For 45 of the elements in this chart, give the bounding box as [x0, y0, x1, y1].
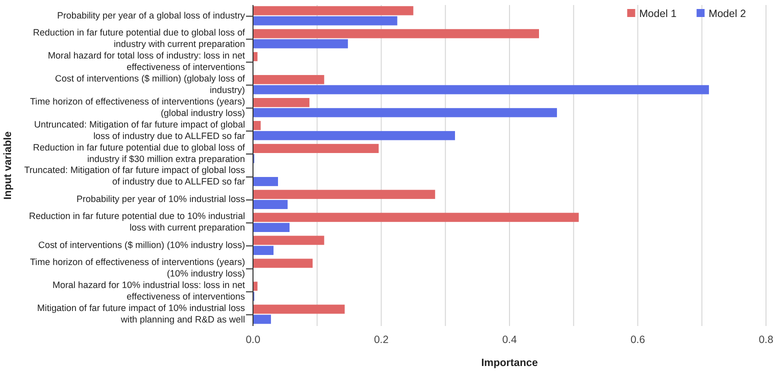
y-tick-label: Time horizon of effectiveness of interventions (years) (global industry loss) [30, 96, 245, 118]
x-tick-label: 0.0 [246, 334, 260, 346]
y-tick-label: Reduction in far future potential due to 10% industrial loss with current preparation [28, 212, 245, 234]
bar [253, 131, 455, 140]
bar [253, 85, 709, 94]
y-tick-label: Probability per year of 10% industrial loss [76, 194, 246, 204]
bar [253, 75, 324, 84]
y-tick-label: Reduction in far future potential due to global loss of industry with current preparation [33, 28, 246, 50]
y-tick-label: Untruncated: Mitigation of far future impact of global loss of industry due to ALLFED so far [34, 120, 245, 142]
bar [253, 190, 436, 199]
bar [253, 176, 278, 186]
bar [253, 120, 261, 130]
x-tick-label: 0.4 [502, 334, 517, 346]
x-tick-label: 0.8 [758, 334, 774, 346]
y-tick-label: Cost of interventions ($ million) (globaly loss of industry) [55, 74, 246, 96]
bar [253, 314, 271, 324]
bar [253, 282, 258, 291]
y-tick-label: Time horizon of effectiveness of interventions (years) (10% industry loss) [30, 258, 245, 280]
y-tick-label: Mitigation of far future impact of 10% industrial loss with planning and R&D as well [37, 303, 246, 325]
x-tick-label: 0.6 [630, 334, 646, 346]
bar [253, 258, 313, 268]
bar [253, 29, 539, 38]
bar [253, 16, 398, 26]
y-tick-label: Truncated: Mitigation of far future impact of global loss of industry due to ALLFED so far [24, 166, 246, 188]
bar [253, 246, 274, 255]
bar [253, 236, 324, 245]
bar [253, 6, 414, 16]
y-tick-label: Moral hazard for 10% industrial loss: loss in net effectiveness of interventions [52, 280, 246, 302]
bar [253, 144, 379, 154]
y-tick-label: Reduction in far future potential due to global loss of industry if $30 million extra preparation [33, 142, 246, 164]
bar [253, 108, 557, 118]
y-axis-title: Input variable [2, 131, 14, 200]
bar [253, 39, 348, 48]
bar [253, 200, 288, 210]
legend-label: Model 2 [708, 8, 746, 20]
y-tick-label: Moral hazard for total loss of industry: loss in net effectiveness of interventions [48, 50, 246, 72]
bar [253, 98, 310, 108]
bar [253, 222, 290, 232]
y-tick-label: Probability per year of a global loss of industry [57, 10, 246, 21]
bar [253, 212, 579, 222]
legend-label: Model 1 [639, 8, 677, 20]
x-tick-label: 0.2 [374, 334, 389, 346]
bar [253, 304, 345, 314]
x-axis-title: Importance [481, 357, 538, 369]
y-tick-label: Cost of interventions ($ million) (10% industry loss) [38, 240, 245, 250]
